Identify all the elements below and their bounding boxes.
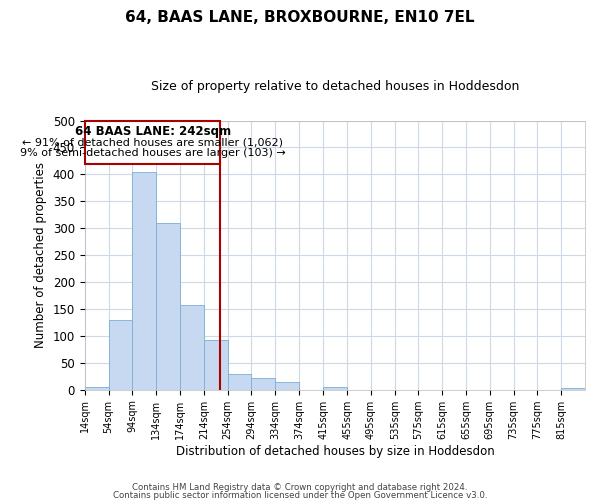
Bar: [323, 387, 347, 390]
Text: Contains HM Land Registry data © Crown copyright and database right 2024.: Contains HM Land Registry data © Crown c…: [132, 484, 468, 492]
FancyBboxPatch shape: [85, 120, 220, 164]
Bar: [275, 382, 299, 390]
Bar: [204, 340, 227, 390]
Text: 64, BAAS LANE, BROXBOURNE, EN10 7EL: 64, BAAS LANE, BROXBOURNE, EN10 7EL: [125, 10, 475, 25]
Text: Contains public sector information licensed under the Open Government Licence v3: Contains public sector information licen…: [113, 490, 487, 500]
Bar: [109, 320, 133, 390]
Y-axis label: Number of detached properties: Number of detached properties: [34, 162, 47, 348]
Bar: [133, 172, 156, 390]
Title: Size of property relative to detached houses in Hoddesdon: Size of property relative to detached ho…: [151, 80, 519, 93]
Text: 64 BAAS LANE: 242sqm: 64 BAAS LANE: 242sqm: [74, 125, 231, 138]
X-axis label: Distribution of detached houses by size in Hoddesdon: Distribution of detached houses by size …: [176, 444, 494, 458]
Bar: [180, 305, 204, 390]
Bar: [85, 387, 109, 390]
Bar: [561, 388, 585, 390]
Bar: [227, 374, 251, 390]
Bar: [251, 378, 275, 390]
Text: 9% of semi-detached houses are larger (103) →: 9% of semi-detached houses are larger (1…: [20, 148, 286, 158]
Bar: [156, 223, 180, 390]
Text: ← 91% of detached houses are smaller (1,062): ← 91% of detached houses are smaller (1,…: [22, 137, 283, 147]
